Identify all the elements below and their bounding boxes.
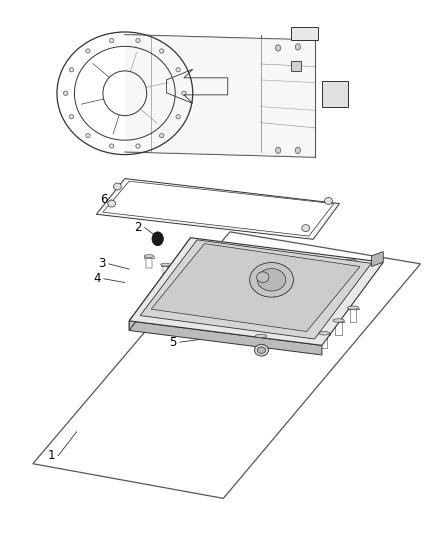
Text: 2: 2 [134, 221, 142, 234]
Ellipse shape [69, 115, 74, 119]
Ellipse shape [159, 133, 164, 138]
Text: 5: 5 [170, 336, 177, 349]
Ellipse shape [110, 144, 114, 148]
Polygon shape [291, 27, 318, 40]
Ellipse shape [159, 49, 164, 53]
FancyBboxPatch shape [322, 81, 348, 107]
Polygon shape [129, 238, 191, 330]
Ellipse shape [257, 269, 286, 291]
Ellipse shape [176, 68, 180, 72]
Polygon shape [129, 238, 383, 345]
Circle shape [152, 232, 163, 246]
Ellipse shape [136, 144, 140, 148]
Polygon shape [125, 35, 315, 157]
Ellipse shape [136, 38, 140, 43]
Ellipse shape [110, 38, 114, 43]
Ellipse shape [325, 197, 332, 204]
Ellipse shape [254, 344, 268, 356]
Ellipse shape [86, 49, 90, 53]
Ellipse shape [331, 272, 342, 276]
Ellipse shape [194, 281, 203, 284]
Ellipse shape [177, 273, 187, 276]
Ellipse shape [257, 316, 266, 319]
Ellipse shape [225, 300, 235, 302]
Ellipse shape [258, 347, 265, 353]
Ellipse shape [144, 255, 154, 257]
Polygon shape [371, 252, 383, 266]
Ellipse shape [182, 91, 186, 95]
Circle shape [276, 45, 281, 51]
Ellipse shape [69, 68, 74, 72]
Ellipse shape [209, 291, 219, 294]
Polygon shape [103, 181, 334, 236]
Text: 1: 1 [48, 449, 56, 462]
Text: 6: 6 [100, 193, 108, 206]
Ellipse shape [113, 183, 121, 190]
Polygon shape [129, 321, 322, 355]
Ellipse shape [161, 263, 170, 266]
Ellipse shape [345, 259, 356, 263]
Ellipse shape [64, 91, 68, 95]
Circle shape [295, 44, 300, 50]
Text: 4: 4 [93, 272, 101, 285]
Ellipse shape [318, 332, 330, 335]
Polygon shape [151, 244, 360, 332]
Ellipse shape [86, 133, 90, 138]
Ellipse shape [347, 306, 359, 310]
Ellipse shape [241, 308, 251, 310]
Ellipse shape [255, 334, 267, 338]
Ellipse shape [333, 319, 344, 322]
Circle shape [295, 147, 300, 154]
Ellipse shape [257, 272, 269, 282]
Circle shape [276, 147, 281, 154]
Ellipse shape [108, 200, 116, 207]
Text: 3: 3 [99, 257, 106, 270]
Ellipse shape [316, 285, 328, 289]
Ellipse shape [176, 115, 180, 119]
FancyBboxPatch shape [291, 61, 301, 71]
Polygon shape [140, 240, 371, 339]
Polygon shape [96, 179, 339, 239]
Ellipse shape [250, 263, 293, 297]
Ellipse shape [302, 225, 310, 231]
